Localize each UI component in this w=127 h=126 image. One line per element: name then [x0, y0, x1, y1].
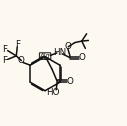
Text: O: O	[78, 53, 85, 62]
Text: O: O	[17, 56, 24, 65]
Text: HN: HN	[53, 48, 66, 57]
Text: F: F	[15, 40, 20, 49]
FancyBboxPatch shape	[39, 53, 51, 59]
Text: O: O	[66, 77, 73, 86]
Text: O: O	[64, 42, 71, 51]
Text: F: F	[2, 45, 7, 54]
Text: Alg: Alg	[40, 53, 50, 59]
Text: F: F	[2, 56, 7, 65]
Text: HO: HO	[46, 88, 59, 97]
